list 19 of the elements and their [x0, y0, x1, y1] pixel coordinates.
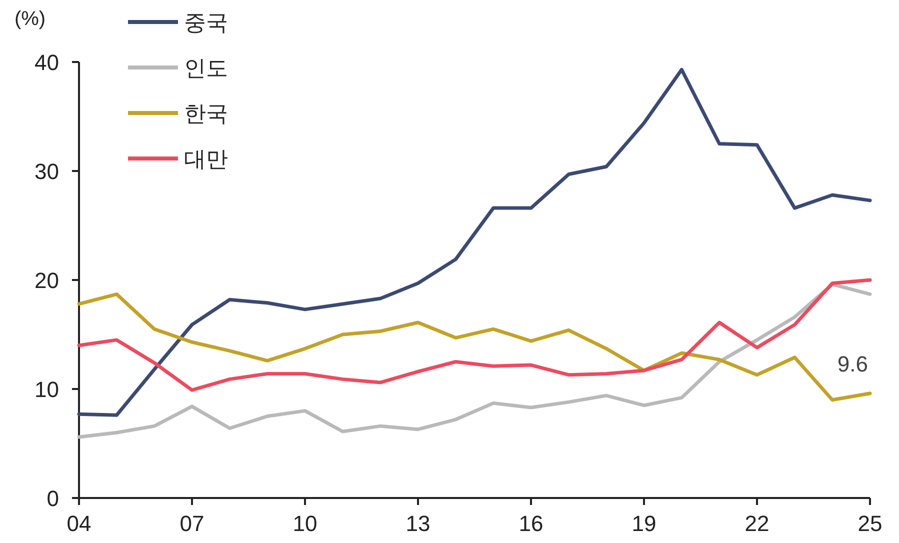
x-tick-label: 19	[632, 511, 656, 536]
x-tick-label: 10	[292, 511, 318, 536]
legend-label: 대만	[184, 146, 228, 172]
x-tick-label: 22	[744, 511, 770, 536]
annotation: 9.6	[837, 351, 868, 376]
x-tick-label: 13	[406, 511, 430, 536]
x-tick-label: 04	[66, 511, 92, 536]
y-tick-label: 0	[46, 486, 59, 511]
legend-label: 한국	[184, 101, 228, 126]
legend-label: 인도	[184, 56, 228, 80]
x-tick-label: 07	[180, 511, 204, 536]
legend-label: 중국	[184, 10, 228, 35]
x-tick-label: 16	[518, 511, 544, 536]
y-tick-label: 40	[34, 50, 59, 75]
y-tick-label: 30	[34, 159, 59, 184]
y-tick-label: 10	[34, 377, 59, 402]
x-tick-label: 25	[858, 511, 882, 536]
y-axis-title: (%)	[14, 8, 46, 30]
y-tick-label: 20	[34, 268, 59, 293]
